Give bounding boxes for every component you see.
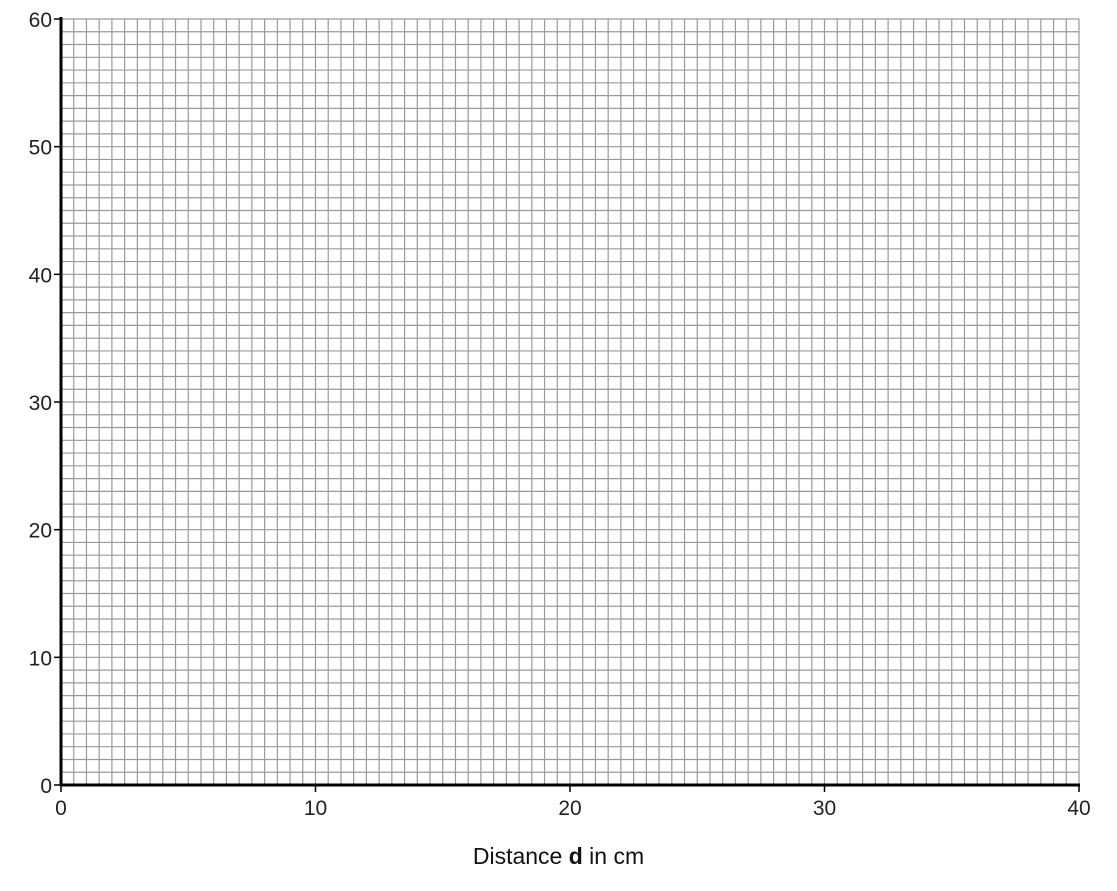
- x-tick-label: 30: [813, 797, 836, 820]
- y-axis-ticks: 0 10 20 30 40 50 60: [29, 9, 61, 798]
- x-axis-label-variable: d: [568, 843, 583, 869]
- y-tick-label: 0: [40, 775, 52, 798]
- x-axis-label: Distance d in cm: [0, 843, 1117, 870]
- x-tick-label: 40: [1067, 797, 1090, 820]
- x-axis-label-suffix: in cm: [582, 843, 645, 869]
- y-tick-label: 50: [29, 137, 52, 160]
- y-tick-label: 60: [29, 9, 52, 32]
- y-tick-label: 30: [29, 392, 52, 415]
- x-tick-label: 0: [55, 797, 67, 820]
- grid: [60, 18, 1080, 786]
- x-tick-label: 20: [558, 797, 581, 820]
- x-axis-label-prefix: Distance: [472, 843, 569, 869]
- y-tick-label: 20: [29, 520, 52, 543]
- y-tick-label: 40: [29, 264, 52, 287]
- x-axis-ticks: 0 10 20 30 40: [55, 785, 1091, 820]
- x-tick-label: 10: [304, 797, 327, 820]
- y-tick-label: 10: [29, 647, 52, 670]
